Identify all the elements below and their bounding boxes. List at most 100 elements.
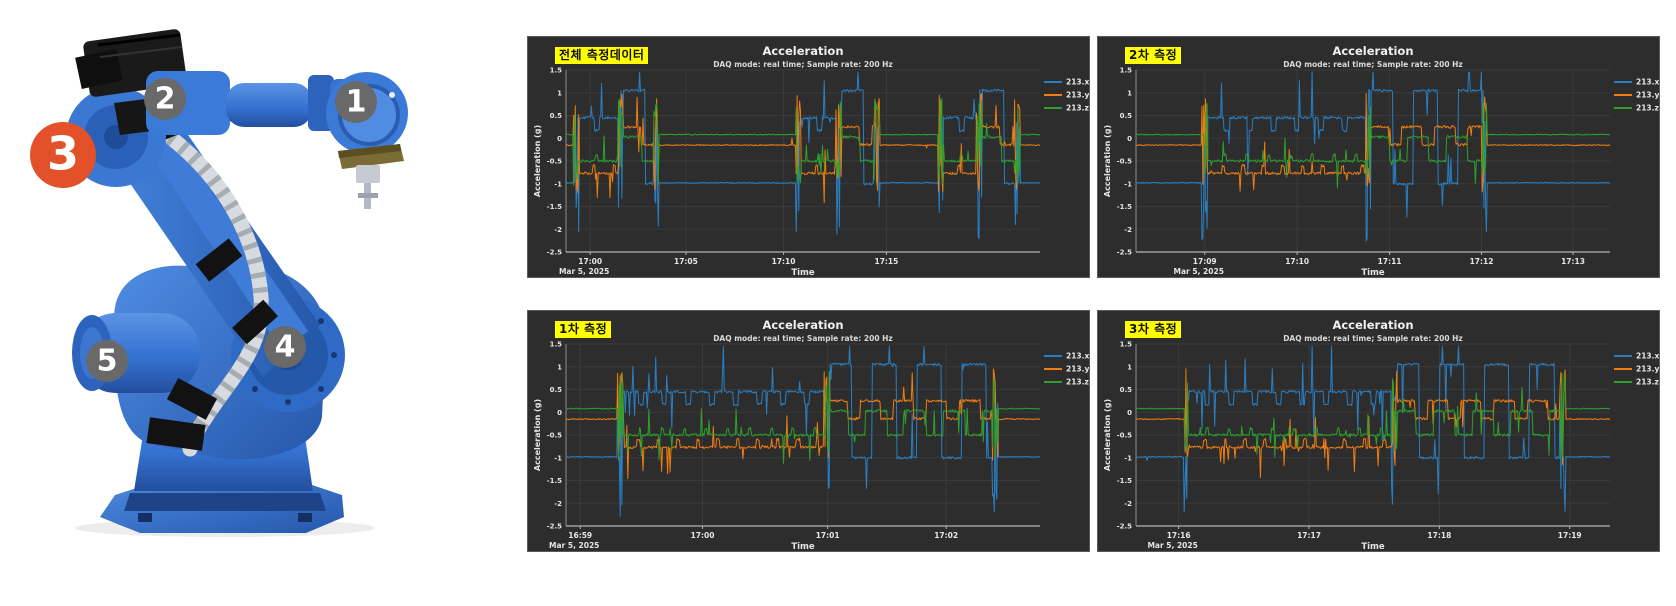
svg-text:-2.5: -2.5 [547,249,562,257]
svg-text:Acceleration (g): Acceleration (g) [1103,125,1112,197]
svg-text:Time: Time [791,542,815,551]
robot-marker-4: 4 [264,326,306,368]
svg-text:213.z: 213.z [1636,104,1659,113]
svg-text:213.x: 213.x [1636,78,1659,87]
svg-text:Mar 5, 2025: Mar 5, 2025 [1147,541,1197,550]
svg-text:-1.5: -1.5 [547,203,562,211]
svg-text:Acceleration (g): Acceleration (g) [533,399,542,471]
svg-text:17:13: 17:13 [1561,257,1585,266]
svg-text:-1.5: -1.5 [1117,203,1132,211]
svg-text:Acceleration: Acceleration [1332,318,1413,332]
svg-text:-1: -1 [554,180,562,188]
svg-text:0.5: 0.5 [1120,112,1133,120]
svg-text:16:59: 16:59 [568,531,592,540]
svg-text:17:01: 17:01 [816,531,840,540]
svg-text:1.5: 1.5 [1120,341,1133,349]
chart-tag: 1차 측정 [555,321,612,338]
svg-text:1: 1 [557,89,562,97]
svg-text:1.5: 1.5 [550,67,563,75]
svg-text:DAQ mode: real time; Sample ra: DAQ mode: real time; Sample rate: 200 Hz [1283,60,1463,69]
svg-text:213.z: 213.z [1066,104,1089,113]
svg-text:213.y: 213.y [1066,365,1089,374]
svg-text:Acceleration: Acceleration [762,44,843,58]
robot-marker-2: 2 [144,78,186,120]
svg-text:-2: -2 [554,226,562,234]
svg-text:17:02: 17:02 [934,531,958,540]
svg-text:0.5: 0.5 [1120,386,1133,394]
svg-text:213.y: 213.y [1636,365,1659,374]
svg-text:DAQ mode: real time; Sample ra: DAQ mode: real time; Sample rate: 200 Hz [713,60,893,69]
svg-text:17:15: 17:15 [874,257,898,266]
chart-panel-measurement-3: 3차 측정 1.5 1 0.5 0 -0.5 -1 -1.5 -2 -2.5 Accelerati… [1097,310,1660,552]
svg-text:213.z: 213.z [1066,378,1089,387]
svg-text:-2.5: -2.5 [1117,249,1132,257]
svg-text:Acceleration: Acceleration [1332,44,1413,58]
svg-text:-1.5: -1.5 [1117,477,1132,485]
svg-text:-1.5: -1.5 [547,477,562,485]
acceleration-chart-1st: 1.5 1 0.5 0 -0.5 -1 -1.5 -2 -2.5 Acceleration (g)… [533,318,1089,551]
svg-text:Mar 5, 2025: Mar 5, 2025 [1174,267,1224,276]
robot-marker-3-highlighted: 3 [30,122,96,188]
svg-text:Time: Time [791,268,815,277]
svg-text:1: 1 [1127,89,1132,97]
svg-text:17:09: 17:09 [1193,257,1217,266]
svg-text:17:12: 17:12 [1470,257,1494,266]
robot-figure: 1 2 3 4 5 [20,25,450,540]
svg-text:0: 0 [1127,135,1132,143]
svg-text:213.x: 213.x [1066,352,1089,361]
svg-text:17:16: 17:16 [1167,531,1191,540]
svg-text:-0.5: -0.5 [547,158,562,166]
svg-text:17:11: 17:11 [1378,257,1402,266]
svg-text:0: 0 [557,409,562,417]
svg-text:17:00: 17:00 [691,531,715,540]
acceleration-chart-2nd: 1.5 1 0.5 0 -0.5 -1 -1.5 -2 -2.5 Acceleration (g)… [1103,44,1659,277]
chart-tag: 전체 측정데이터 [555,47,649,64]
svg-text:1: 1 [557,363,562,371]
svg-text:17:18: 17:18 [1427,531,1451,540]
svg-text:-2.5: -2.5 [1117,523,1132,531]
robot-image: 1 2 3 4 5 [30,29,408,537]
marker-number: 4 [275,330,296,365]
svg-text:1: 1 [1127,363,1132,371]
svg-text:-0.5: -0.5 [1117,432,1132,440]
acceleration-chart-full: 1.5 1 0.5 0 -0.5 -1 -1.5 -2 -2.5 Acceleration (g)… [533,44,1089,277]
svg-text:-2.5: -2.5 [547,523,562,531]
svg-text:0.5: 0.5 [550,386,563,394]
chart-panel-measurement-1: 1차 측정 1.5 1 0.5 0 -0.5 -1 -1.5 -2 -2.5 Accelerati… [527,310,1090,552]
marker-number: 2 [155,82,176,117]
svg-text:17:00: 17:00 [578,257,602,266]
svg-text:DAQ mode: real time; Sample ra: DAQ mode: real time; Sample rate: 200 Hz [1283,334,1463,343]
svg-text:1.5: 1.5 [1120,67,1133,75]
chart-panel-measurement-2: 2차 측정 1.5 1 0.5 0 -0.5 -1 -1.5 -2 -2.5 Accelerati… [1097,36,1660,278]
svg-text:-1: -1 [1124,180,1132,188]
svg-text:-1: -1 [554,454,562,462]
svg-text:0: 0 [1127,409,1132,417]
chart-tag: 3차 측정 [1125,321,1182,338]
svg-text:Acceleration (g): Acceleration (g) [533,125,542,197]
svg-text:213.z: 213.z [1636,378,1659,387]
svg-text:-0.5: -0.5 [547,432,562,440]
svg-text:Mar 5, 2025: Mar 5, 2025 [559,267,609,276]
svg-text:Mar 5, 2025: Mar 5, 2025 [549,541,599,550]
svg-text:Acceleration: Acceleration [762,318,843,332]
svg-text:Time: Time [1361,268,1385,277]
svg-text:17:10: 17:10 [772,257,796,266]
svg-text:213.y: 213.y [1066,91,1089,100]
svg-text:213.x: 213.x [1066,78,1089,87]
chart-panel-full-data: 전체 측정데이터 1.5 1 0.5 0 -0.5 -1 -1.5 -2 -2.5 Acceler… [527,36,1090,278]
acceleration-chart-3rd: 1.5 1 0.5 0 -0.5 -1 -1.5 -2 -2.5 Acceleration (g)… [1103,318,1659,551]
svg-text:1.5: 1.5 [550,341,563,349]
svg-text:17:19: 17:19 [1558,531,1582,540]
svg-text:-1: -1 [1124,454,1132,462]
svg-text:-0.5: -0.5 [1117,158,1132,166]
svg-text:17:05: 17:05 [674,257,698,266]
svg-text:213.x: 213.x [1636,352,1659,361]
marker-number: 1 [346,85,367,120]
svg-text:Acceleration (g): Acceleration (g) [1103,399,1112,471]
svg-text:213.y: 213.y [1636,91,1659,100]
marker-number: 3 [47,127,79,181]
svg-text:-2: -2 [1124,226,1132,234]
svg-text:0: 0 [557,135,562,143]
robot-marker-5: 5 [86,340,128,382]
